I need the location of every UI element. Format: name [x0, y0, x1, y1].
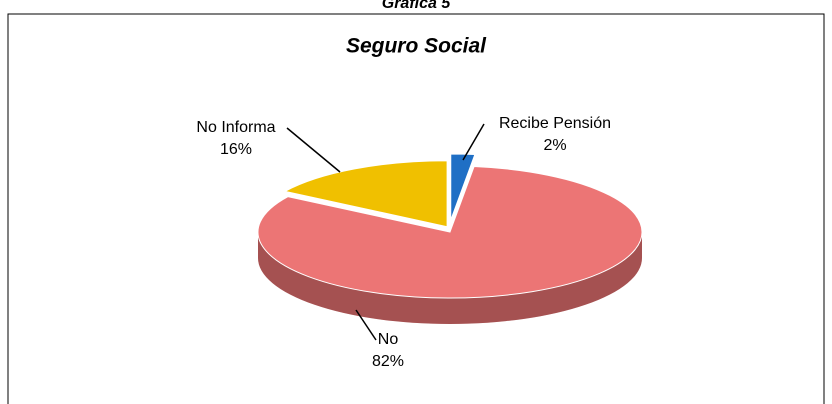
chart-title: Seguro Social	[346, 35, 487, 58]
value-label: 16%	[220, 141, 252, 158]
slice	[257, 166, 643, 299]
leader-line	[355, 309, 377, 341]
value-label: 2%	[543, 137, 566, 154]
category-label: Recibe Pensión	[499, 115, 611, 132]
category-label: No Informa	[196, 119, 275, 136]
category-label: No	[378, 331, 399, 348]
slice-side	[258, 232, 642, 324]
value-label: 82%	[372, 353, 404, 370]
slice	[450, 153, 476, 221]
slice	[283, 160, 448, 228]
slice-side-shade	[258, 232, 642, 324]
leader-line	[462, 123, 485, 161]
chart-caption: Gráfica 5	[382, 0, 452, 12]
leader-line	[286, 127, 341, 173]
